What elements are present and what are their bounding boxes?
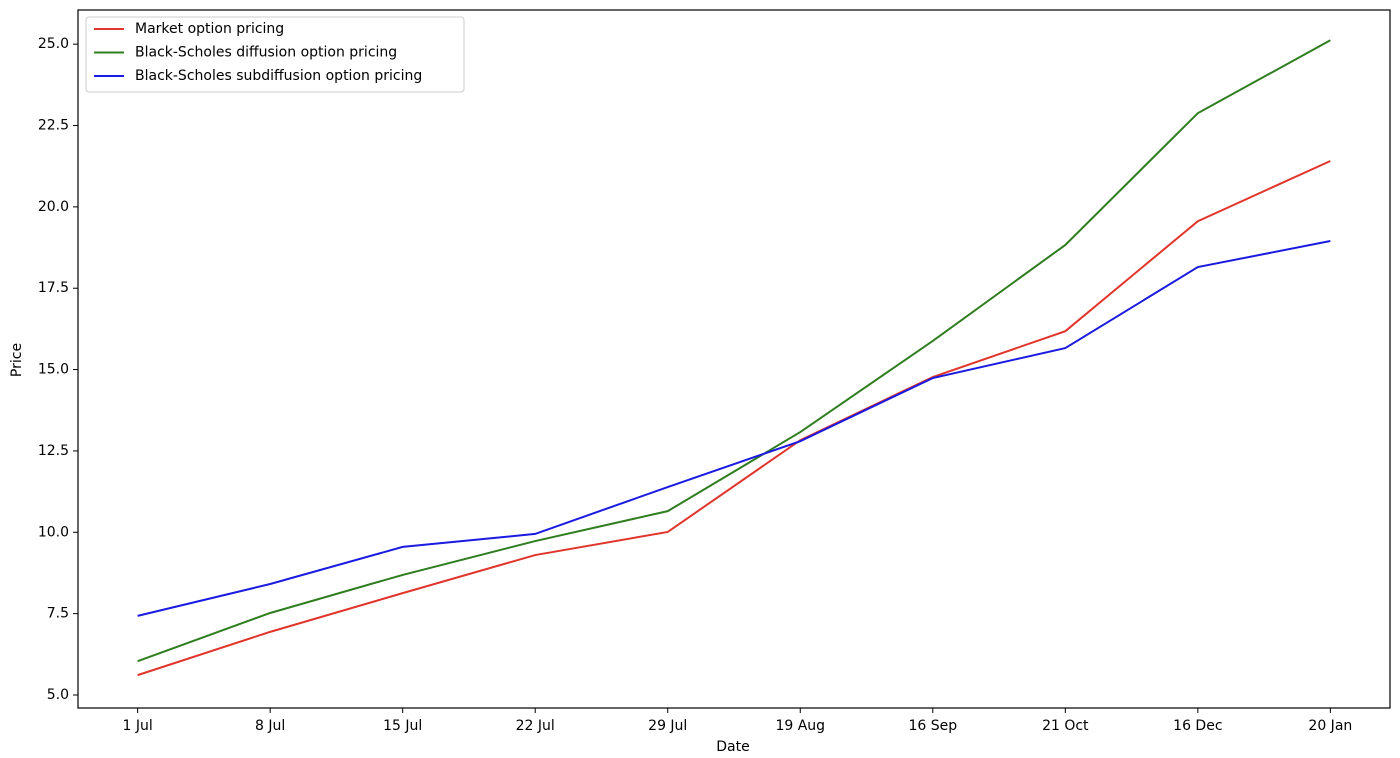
x-tick-label: 15 Jul	[383, 718, 422, 734]
x-axis-label: Date	[716, 739, 749, 755]
series-line	[137, 160, 1331, 677]
y-tick-label: 22.5	[38, 118, 69, 134]
x-tick-label: 8 Jul	[255, 718, 285, 734]
x-tick-label: 16 Sep	[908, 718, 957, 734]
plot-frame	[77, 9, 1391, 709]
y-tick-label: 12.5	[38, 443, 69, 459]
y-tick-label: 25.0	[38, 36, 69, 52]
x-tick-label: 22 Jul	[516, 718, 555, 734]
x-tick-label: 21 Oct	[1042, 718, 1089, 734]
legend-box	[85, 16, 465, 93]
legend-label: Black-Scholes diffusion option pricing	[135, 45, 397, 61]
y-tick-label: 20.0	[38, 199, 69, 215]
legend-label: Black-Scholes subdiffusion option pricin…	[135, 68, 422, 84]
legend-label: Market option pricing	[135, 21, 284, 37]
series-line	[137, 39, 1331, 663]
y-tick-label: 15.0	[38, 362, 69, 378]
y-tick-label: 5.0	[47, 687, 69, 703]
x-tick-label: 19 Aug	[775, 718, 825, 734]
x-tick-label: 1 Jul	[123, 718, 153, 734]
x-tick-label: 16 Dec	[1173, 718, 1222, 734]
series-line	[137, 240, 1331, 617]
y-axis-label: Price	[9, 343, 25, 377]
y-tick-label: 7.5	[47, 606, 69, 622]
x-tick-label: 29 Jul	[648, 718, 687, 734]
y-tick-label: 10.0	[38, 524, 69, 540]
y-tick-label: 17.5	[38, 280, 69, 296]
x-tick-label: 20 Jan	[1308, 718, 1352, 734]
